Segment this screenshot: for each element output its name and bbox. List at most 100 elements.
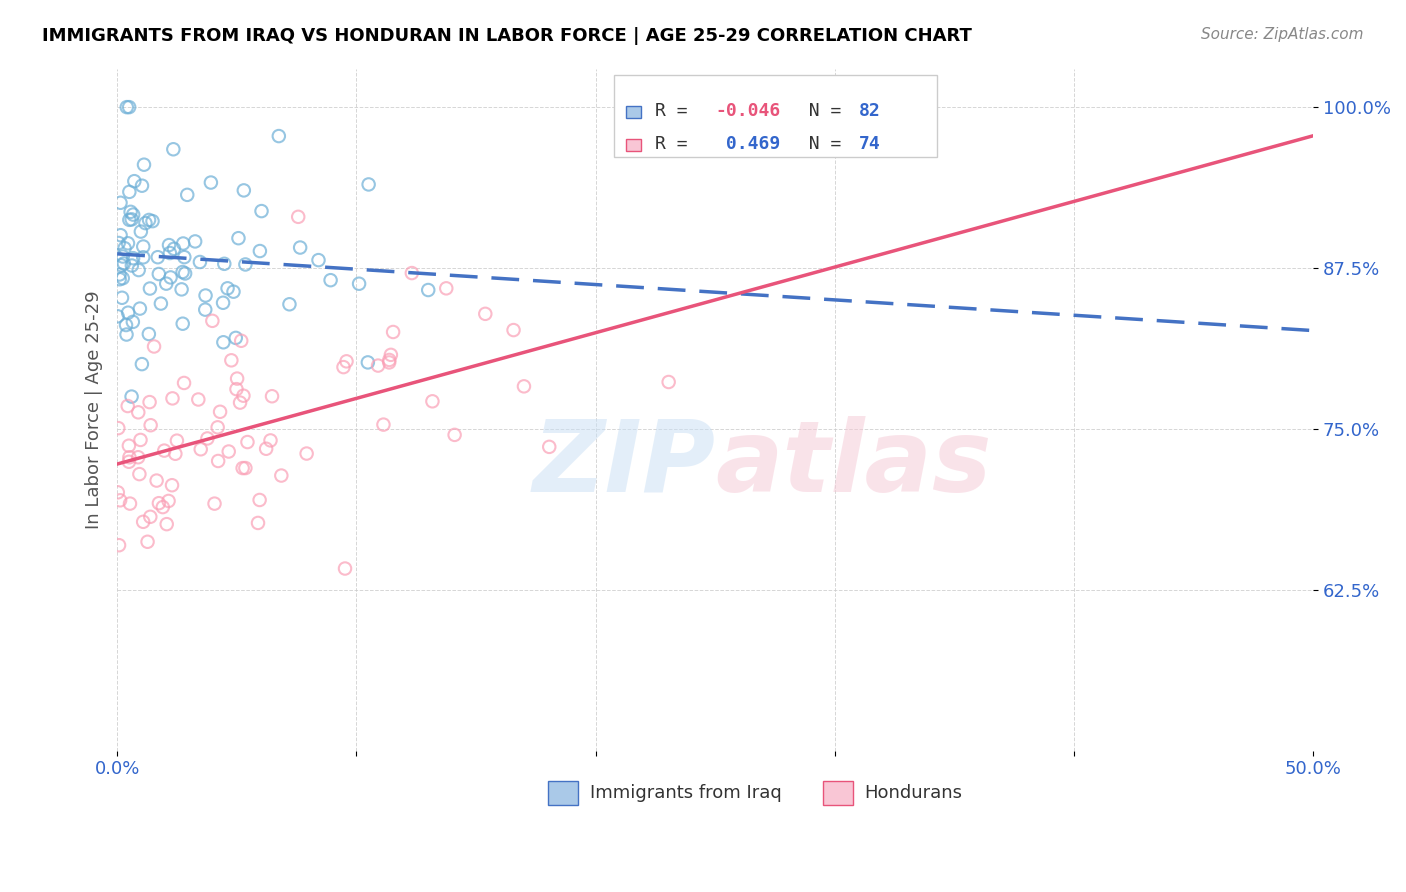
Immigrants from Iraq xyxy=(214,257,236,271)
Immigrants from Iraq xyxy=(347,277,370,291)
Hondurans xyxy=(156,517,179,532)
Hondurans xyxy=(513,379,536,393)
Hondurans xyxy=(117,399,139,413)
Hondurans xyxy=(107,421,129,435)
Bar xyxy=(626,139,641,151)
Hondurans xyxy=(128,467,150,482)
Hondurans xyxy=(139,418,162,433)
Bar xyxy=(626,106,641,119)
Immigrants from Iraq xyxy=(174,267,197,281)
Immigrants from Iraq xyxy=(121,315,143,329)
Immigrants from Iraq xyxy=(111,250,134,264)
Immigrants from Iraq xyxy=(107,310,129,324)
Immigrants from Iraq xyxy=(141,214,163,228)
Immigrants from Iraq xyxy=(200,176,222,190)
Text: 82: 82 xyxy=(859,102,880,120)
Hondurans xyxy=(207,454,229,468)
Hondurans xyxy=(118,455,141,469)
Hondurans xyxy=(190,442,212,457)
Immigrants from Iraq xyxy=(267,129,290,144)
Hondurans xyxy=(333,561,356,575)
Immigrants from Iraq xyxy=(111,271,134,285)
Immigrants from Iraq xyxy=(249,244,271,258)
Hondurans xyxy=(434,281,457,295)
Hondurans xyxy=(231,334,253,348)
Hondurans xyxy=(235,461,257,475)
Hondurans xyxy=(538,440,561,454)
Immigrants from Iraq xyxy=(159,246,181,260)
Hondurans xyxy=(129,433,152,447)
Text: N =: N = xyxy=(787,135,852,153)
Text: Source: ZipAtlas.com: Source: ZipAtlas.com xyxy=(1201,27,1364,42)
Immigrants from Iraq xyxy=(278,297,301,311)
Hondurans xyxy=(187,392,209,407)
Hondurans xyxy=(165,447,187,461)
Immigrants from Iraq xyxy=(172,265,194,279)
Hondurans xyxy=(226,371,249,385)
Immigrants from Iraq xyxy=(146,250,169,264)
Hondurans xyxy=(160,478,183,492)
Hondurans xyxy=(157,494,180,508)
Hondurans xyxy=(270,468,292,483)
Hondurans xyxy=(249,493,271,508)
Hondurans xyxy=(197,432,219,446)
Bar xyxy=(823,781,853,805)
Immigrants from Iraq xyxy=(172,317,194,331)
Immigrants from Iraq xyxy=(108,268,131,282)
Immigrants from Iraq xyxy=(157,238,180,252)
Immigrants from Iraq xyxy=(108,272,131,286)
Hondurans xyxy=(127,450,149,465)
Text: Immigrants from Iraq: Immigrants from Iraq xyxy=(589,784,782,802)
Hondurans xyxy=(201,314,224,328)
Hondurans xyxy=(260,389,283,403)
Hondurans xyxy=(332,360,354,375)
Immigrants from Iraq xyxy=(117,306,139,320)
Hondurans xyxy=(107,485,129,500)
Hondurans xyxy=(287,210,309,224)
Hondurans xyxy=(367,359,389,373)
Hondurans xyxy=(143,339,166,353)
Hondurans xyxy=(136,534,159,549)
Immigrants from Iraq xyxy=(121,212,143,227)
Immigrants from Iraq xyxy=(124,174,146,188)
Immigrants from Iraq xyxy=(131,178,153,193)
Hondurans xyxy=(378,355,401,369)
Immigrants from Iraq xyxy=(132,250,155,264)
Hondurans xyxy=(209,405,232,419)
Immigrants from Iraq xyxy=(117,236,139,251)
Immigrants from Iraq xyxy=(118,185,141,199)
Immigrants from Iraq xyxy=(176,187,198,202)
Hondurans xyxy=(204,497,226,511)
Immigrants from Iraq xyxy=(114,241,136,255)
Immigrants from Iraq xyxy=(357,355,380,369)
Hondurans xyxy=(373,417,395,432)
Bar xyxy=(548,781,578,805)
Y-axis label: In Labor Force | Age 25-29: In Labor Force | Age 25-29 xyxy=(86,290,103,529)
Hondurans xyxy=(474,307,496,321)
Text: 0.469: 0.469 xyxy=(716,135,780,153)
Text: Hondurans: Hondurans xyxy=(865,784,963,802)
Immigrants from Iraq xyxy=(308,253,330,268)
Hondurans xyxy=(382,325,405,339)
Hondurans xyxy=(658,375,681,389)
Immigrants from Iraq xyxy=(121,390,143,404)
Hondurans xyxy=(221,353,243,368)
Immigrants from Iraq xyxy=(111,291,134,305)
Immigrants from Iraq xyxy=(250,204,273,219)
Immigrants from Iraq xyxy=(115,318,138,332)
Immigrants from Iraq xyxy=(138,213,160,227)
Immigrants from Iraq xyxy=(212,295,235,310)
Text: IMMIGRANTS FROM IRAQ VS HONDURAN IN LABOR FORCE | AGE 25-29 CORRELATION CHART: IMMIGRANTS FROM IRAQ VS HONDURAN IN LABO… xyxy=(42,27,972,45)
Hondurans xyxy=(259,434,281,448)
Immigrants from Iraq xyxy=(131,357,153,371)
Hondurans xyxy=(173,376,195,390)
Hondurans xyxy=(229,395,252,409)
Immigrants from Iraq xyxy=(132,158,155,172)
Hondurans xyxy=(108,493,131,508)
Hondurans xyxy=(127,405,149,419)
Hondurans xyxy=(139,509,162,524)
Immigrants from Iraq xyxy=(162,142,184,156)
Immigrants from Iraq xyxy=(217,281,239,295)
Immigrants from Iraq xyxy=(112,256,135,270)
Immigrants from Iraq xyxy=(173,250,195,264)
